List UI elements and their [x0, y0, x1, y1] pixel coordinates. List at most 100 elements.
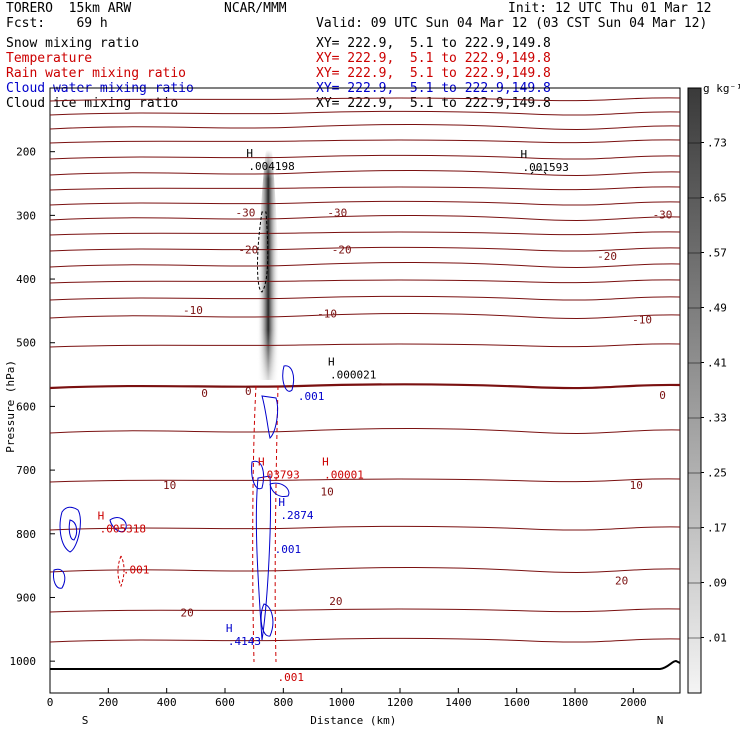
maximum-marker: H — [278, 496, 285, 509]
x-tick-label: 400 — [157, 696, 177, 709]
legend-xs: XY= 222.9, 5.1 to 222.9,149.8 — [316, 96, 551, 111]
endpoint-north: N — [657, 714, 664, 727]
temperature-label: 20 — [329, 595, 342, 608]
maximum-marker: H — [258, 455, 265, 468]
colorbar — [687, 87, 702, 694]
maximum-value: .001 — [275, 543, 302, 556]
y-tick-label: 200 — [16, 146, 36, 159]
legend-xs: XY= 222.9, 5.1 to 222.9,149.8 — [316, 66, 551, 81]
x-tick-label: 200 — [98, 696, 118, 709]
temperature-label: 20 — [180, 607, 193, 620]
rain-water-contour — [117, 555, 125, 588]
temperature-contour — [49, 608, 681, 613]
colorbar-unit: g kg⁻¹ — [703, 82, 740, 95]
x-tick-label: 2000 — [620, 696, 647, 709]
valid-time: Valid: 09 UTC Sun 04 Mar 12 (03 CST Sun … — [316, 16, 708, 31]
maximum-value: .004198 — [248, 160, 294, 173]
y-tick-label: 400 — [16, 273, 36, 286]
cloud-water-contour — [260, 603, 274, 637]
x-axis-title: Distance (km) — [310, 714, 396, 727]
temperature-contour — [49, 343, 681, 348]
temperature-contour — [49, 427, 681, 434]
legend-label: Snow mixing ratio — [6, 36, 140, 51]
temperature-contour — [49, 123, 681, 130]
temperature-label: -10 — [183, 304, 203, 317]
x-tick-label: 800 — [273, 696, 293, 709]
maximum-value: .005318 — [100, 523, 146, 536]
maximum-marker: H — [521, 148, 528, 161]
temperature-contour — [49, 97, 681, 102]
plot-frame — [49, 87, 681, 694]
temperature-label: -30 — [653, 209, 673, 222]
legend-label: Cloud ice mixing ratio — [6, 96, 179, 111]
x-tick-label: 0 — [47, 696, 54, 709]
temperature-label: 0 — [659, 389, 666, 402]
temperature-contour — [49, 312, 681, 319]
temperature-label: -30 — [235, 207, 255, 220]
cloud-water-contour — [59, 506, 81, 553]
temperature-contour — [49, 200, 681, 206]
maximum-value: .000021 — [330, 368, 376, 381]
temperature-label: -20 — [597, 250, 617, 263]
maximum-marker: H — [226, 622, 233, 635]
colorbar-tick-label: .41 — [707, 357, 727, 370]
maximum-marker: H — [98, 510, 105, 523]
temperature-label: 0 — [201, 387, 208, 400]
legend-xs: XY= 222.9, 5.1 to 222.9,149.8 — [316, 36, 551, 51]
endpoint-south: S — [82, 714, 89, 727]
temperature-label: 10 — [320, 486, 333, 499]
maximum-marker: H — [322, 455, 329, 468]
colorbar-tick-label: .73 — [707, 137, 727, 150]
temperature-contour — [49, 261, 681, 268]
terrain-surface — [50, 659, 681, 670]
temperature-contour — [49, 139, 681, 144]
cloud-water-contour — [53, 568, 66, 589]
center-name: NCAR/MMM — [224, 1, 287, 16]
colorbar-tick-label: .17 — [707, 522, 727, 535]
temperature-label: -20 — [332, 244, 352, 257]
maximum-value: .001 — [123, 563, 149, 576]
temperature-label: 20 — [615, 575, 628, 588]
x-tick-label: 1200 — [387, 696, 414, 709]
temperature-label: 10 — [630, 479, 643, 492]
y-axis-title: Pressure (hPa) — [4, 360, 17, 453]
x-tick-label: 1000 — [328, 696, 355, 709]
snow-shading — [257, 150, 280, 380]
temperature-contour — [49, 566, 681, 573]
temperature-contour — [49, 186, 681, 191]
model-name: TORERO 15km ARW — [6, 1, 132, 16]
rain-water-contour — [252, 385, 279, 663]
temperature-contour — [49, 279, 681, 284]
temperature-label: 0 — [245, 385, 252, 398]
colorbar-tick-label: .49 — [707, 302, 727, 315]
colorbar-tick-label: .09 — [707, 577, 727, 590]
colorbar-tick-label: .33 — [707, 412, 727, 425]
temperature-contour — [49, 525, 681, 531]
legend-label: Rain water mixing ratio — [6, 66, 187, 81]
cloud-ice-contour — [530, 169, 547, 175]
legend-label: Temperature — [6, 51, 93, 66]
x-tick-label: 600 — [215, 696, 235, 709]
temperature-label: -10 — [632, 314, 652, 327]
temperature-contour — [49, 246, 681, 252]
temperature-contour — [49, 478, 681, 483]
maximum-value: .2874 — [280, 509, 313, 522]
cloud-water-contour — [255, 475, 272, 641]
y-tick-label: 800 — [16, 528, 36, 541]
colorbar-tick-label: .01 — [707, 632, 727, 645]
x-tick-label: 1800 — [562, 696, 589, 709]
colorbar-tick-label: .65 — [707, 192, 727, 205]
init-time: Init: 12 UTC Thu 01 Mar 12 — [508, 1, 712, 16]
temperature-contour — [49, 169, 681, 176]
cloud-water-contour — [109, 517, 127, 533]
temperature-contour — [49, 295, 681, 301]
temperature-label: 10 — [163, 479, 176, 492]
cloud-water-contour — [269, 482, 290, 497]
temperature-contour — [49, 154, 681, 160]
x-tick-label: 1400 — [445, 696, 472, 709]
y-tick-label: 300 — [16, 209, 36, 222]
temperature-contour — [49, 383, 681, 390]
cloud-water-contour — [282, 365, 295, 392]
maximum-marker: H — [246, 147, 253, 160]
cloud-ice-contour — [257, 211, 269, 293]
